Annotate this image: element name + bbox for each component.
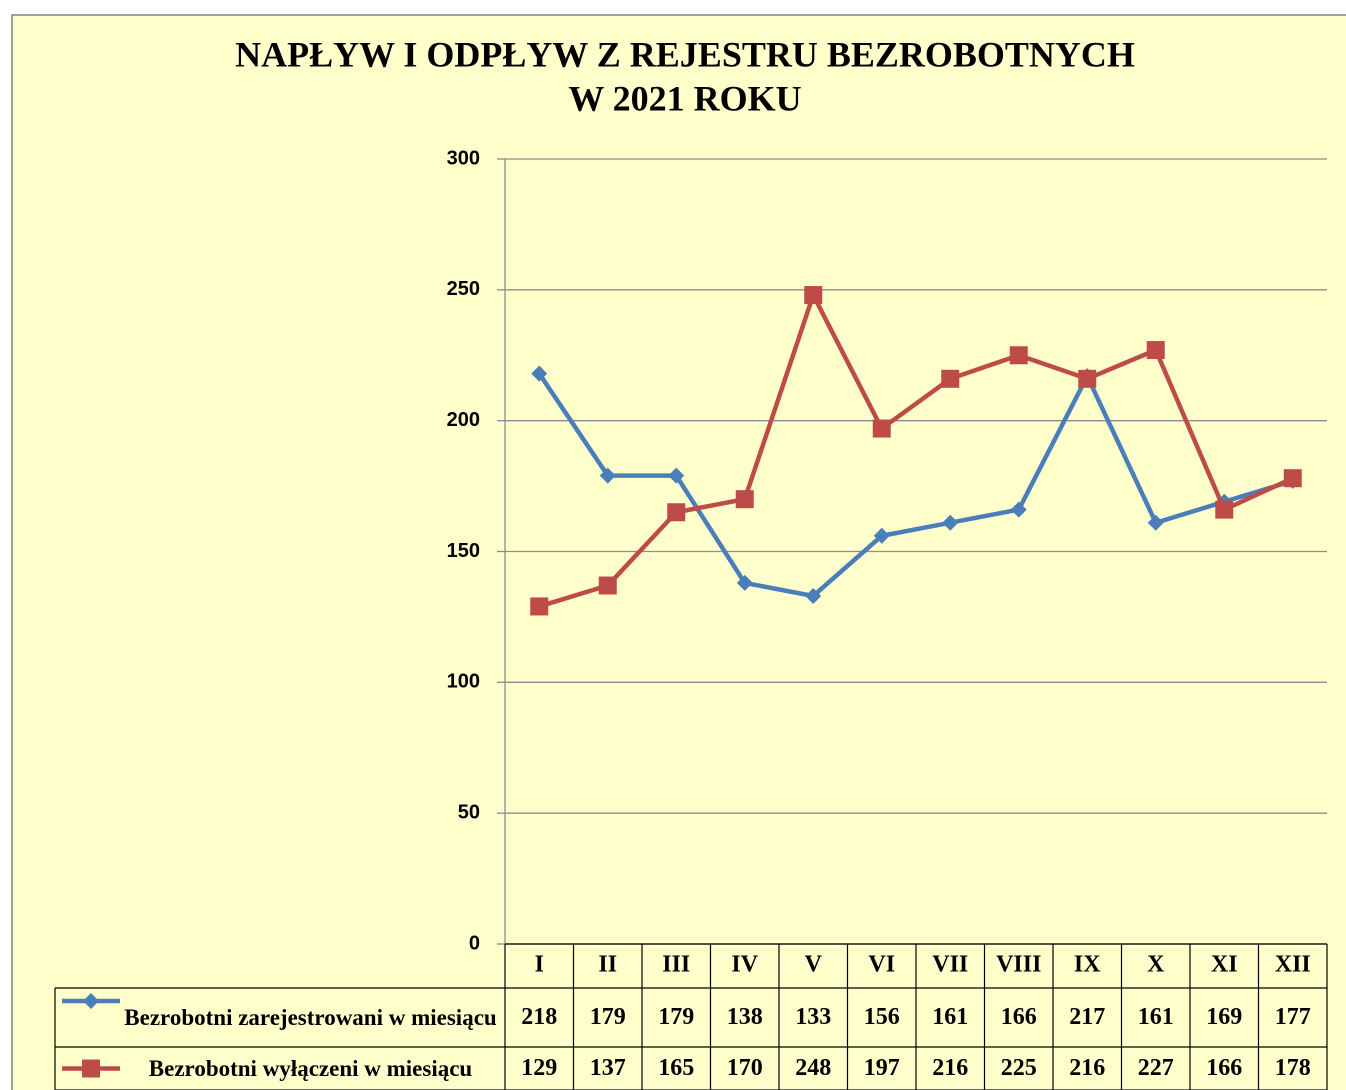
table-value: 179 bbox=[658, 1004, 694, 1030]
legend-marker bbox=[83, 993, 99, 1009]
table-value: 170 bbox=[727, 1055, 763, 1081]
table-value: 218 bbox=[521, 1004, 557, 1030]
y-tick-label: 150 bbox=[447, 540, 480, 562]
marker bbox=[872, 419, 891, 438]
table-value: 156 bbox=[864, 1004, 900, 1030]
table-value: 166 bbox=[1206, 1055, 1242, 1081]
legend-cell: Bezrobotni wyłączeni w miesiącu bbox=[148, 1055, 473, 1081]
chart-area bbox=[11, 14, 1346, 1090]
series-line bbox=[538, 292, 1294, 609]
table-value: 248 bbox=[795, 1055, 831, 1081]
marker bbox=[530, 597, 549, 616]
marker bbox=[873, 527, 890, 544]
y-tick-label: 300 bbox=[447, 147, 480, 169]
marker bbox=[668, 467, 685, 484]
chart-title: NAPŁYW I ODPŁYW Z REJESTRU BEZROBOTNYCH bbox=[235, 34, 1135, 74]
chart-title: W 2021 ROKU bbox=[568, 78, 801, 118]
x-tick-label: V bbox=[805, 952, 823, 978]
marker bbox=[736, 574, 753, 591]
x-tick-label: II bbox=[598, 952, 617, 978]
table-value: 165 bbox=[658, 1055, 694, 1081]
x-tick-label: I bbox=[535, 952, 544, 978]
legend-label: Bezrobotni zarejestrowani w miesiącu bbox=[124, 1004, 497, 1030]
table-value: 217 bbox=[1069, 1004, 1105, 1030]
legend-cell: Bezrobotni zarejestrowani w miesiącu bbox=[124, 1004, 497, 1030]
table-value: 177 bbox=[1275, 1004, 1311, 1030]
marker bbox=[941, 369, 960, 388]
marker bbox=[1215, 500, 1234, 519]
x-tick-label: XII bbox=[1275, 952, 1311, 978]
marker bbox=[1078, 369, 1097, 388]
marker bbox=[735, 490, 754, 509]
table-value: 133 bbox=[795, 1004, 831, 1030]
marker bbox=[1146, 341, 1165, 360]
x-tick-label: IX bbox=[1074, 952, 1101, 978]
table-value: 137 bbox=[590, 1055, 626, 1081]
table-value: 216 bbox=[1069, 1055, 1105, 1081]
marker bbox=[667, 503, 686, 522]
x-tick-label: VIII bbox=[996, 952, 1041, 978]
marker bbox=[804, 286, 823, 305]
y-tick-label: 0 bbox=[469, 932, 480, 954]
table-value: 197 bbox=[864, 1055, 900, 1081]
table-value: 169 bbox=[1206, 1004, 1242, 1030]
legend-marker bbox=[82, 1059, 100, 1078]
marker bbox=[1010, 501, 1027, 518]
x-tick-label: X bbox=[1147, 952, 1165, 978]
marker bbox=[942, 514, 959, 531]
marker bbox=[1283, 469, 1302, 488]
y-tick-label: 50 bbox=[458, 801, 480, 823]
table-value: 178 bbox=[1275, 1055, 1311, 1081]
x-tick-label: VII bbox=[932, 952, 968, 978]
marker bbox=[805, 587, 822, 604]
table-value: 129 bbox=[521, 1055, 557, 1081]
table-value: 166 bbox=[1001, 1004, 1037, 1030]
table-value: 161 bbox=[1138, 1004, 1174, 1030]
table-value: 179 bbox=[590, 1004, 626, 1030]
table-value: 161 bbox=[932, 1004, 968, 1030]
marker bbox=[598, 576, 617, 595]
marker bbox=[599, 467, 616, 484]
marker bbox=[1009, 346, 1028, 365]
y-tick-label: 200 bbox=[447, 409, 480, 431]
table-value: 216 bbox=[932, 1055, 968, 1081]
y-tick-label: 100 bbox=[447, 671, 480, 693]
x-tick-label: VI bbox=[868, 952, 895, 978]
table-value: 227 bbox=[1138, 1055, 1174, 1081]
x-tick-label: IV bbox=[731, 952, 758, 978]
marker bbox=[1147, 514, 1164, 531]
marker bbox=[531, 365, 548, 382]
table-value: 138 bbox=[727, 1004, 763, 1030]
x-tick-label: III bbox=[662, 952, 690, 978]
y-tick-label: 250 bbox=[447, 278, 480, 300]
series-line bbox=[537, 372, 1294, 599]
table-value: 225 bbox=[1001, 1055, 1037, 1081]
legend-label: Bezrobotni wyłączeni w miesiącu bbox=[148, 1055, 473, 1081]
x-tick-label: XI bbox=[1211, 952, 1238, 978]
